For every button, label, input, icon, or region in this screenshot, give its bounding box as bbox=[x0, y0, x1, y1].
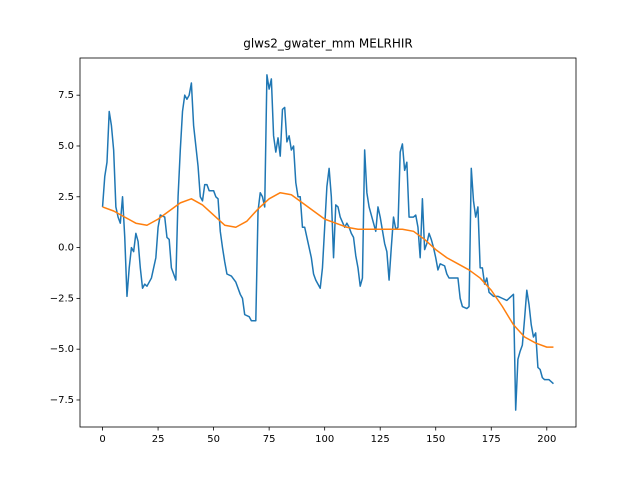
y-tick-label: 5.0 bbox=[58, 141, 74, 152]
x-tick-label: 200 bbox=[537, 434, 556, 445]
y-tick-label: −2.5 bbox=[50, 293, 74, 304]
x-tick-label: 75 bbox=[263, 434, 276, 445]
x-tick-label: 125 bbox=[371, 434, 390, 445]
plot-frame bbox=[79, 57, 577, 428]
y-tick-label: −5.0 bbox=[50, 344, 74, 355]
y-tick-label: 7.5 bbox=[58, 90, 74, 101]
chart-title: glws2_gwater_mm MELRHIR bbox=[243, 37, 413, 51]
x-tick-label: 100 bbox=[315, 434, 334, 445]
x-tick-label: 150 bbox=[426, 434, 445, 445]
y-tick-label: 0.0 bbox=[58, 243, 74, 254]
y-tick-label: 2.5 bbox=[58, 192, 74, 203]
x-tick-label: 50 bbox=[207, 434, 220, 445]
line-series bbox=[102, 191, 554, 348]
line-series bbox=[101, 74, 554, 411]
x-tick-label: 25 bbox=[152, 434, 165, 445]
x-tick-label: 0 bbox=[99, 434, 105, 445]
y-tick-label: −7.5 bbox=[50, 395, 74, 406]
x-tick-label: 175 bbox=[482, 434, 501, 445]
